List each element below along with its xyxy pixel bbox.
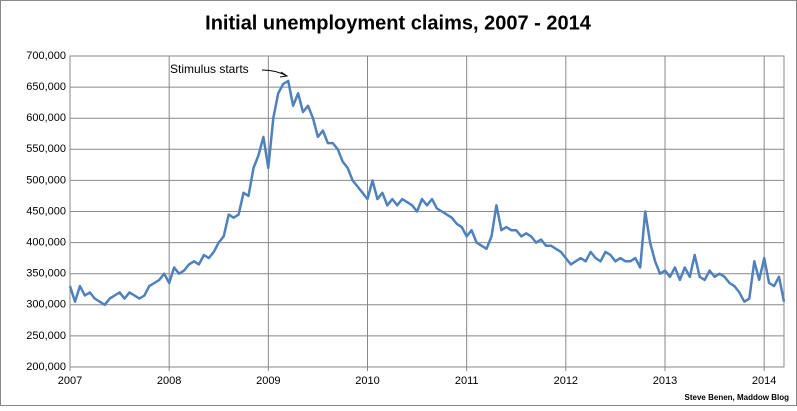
x-tick-label: 2007 — [58, 375, 82, 387]
x-tick-label: 2010 — [355, 375, 379, 387]
credit: Steve Benen, Maddow Blog — [685, 393, 790, 402]
annotation: Stimulus starts — [170, 62, 249, 76]
y-tick-label: 350,000 — [26, 268, 66, 280]
x-tick-label: 2012 — [554, 375, 578, 387]
x-tick-label: 2014 — [752, 375, 776, 387]
y-tick-label: 600,000 — [26, 112, 66, 124]
y-tick-label: 550,000 — [26, 143, 66, 155]
y-tick-label: 250,000 — [26, 330, 66, 342]
x-tick-label: 2011 — [455, 375, 479, 387]
y-tick-label: 300,000 — [26, 299, 66, 311]
x-tick-label: 2008 — [157, 375, 181, 387]
x-tick-label: 2013 — [653, 375, 677, 387]
annotation-arrow — [261, 69, 289, 78]
y-tick-label: 450,000 — [26, 205, 66, 217]
plot-frame — [69, 55, 785, 368]
y-tick-label: 200,000 — [26, 361, 66, 373]
y-tick-label: 700,000 — [26, 50, 66, 62]
y-tick-label: 650,000 — [26, 81, 66, 93]
y-tick-label: 500,000 — [26, 174, 66, 186]
line-series — [68, 79, 786, 307]
y-tick-label: 400,000 — [26, 237, 66, 249]
chart-title: Initial unemployment claims, 2007 - 2014 — [205, 12, 592, 34]
x-tick-label: 2009 — [256, 375, 280, 387]
